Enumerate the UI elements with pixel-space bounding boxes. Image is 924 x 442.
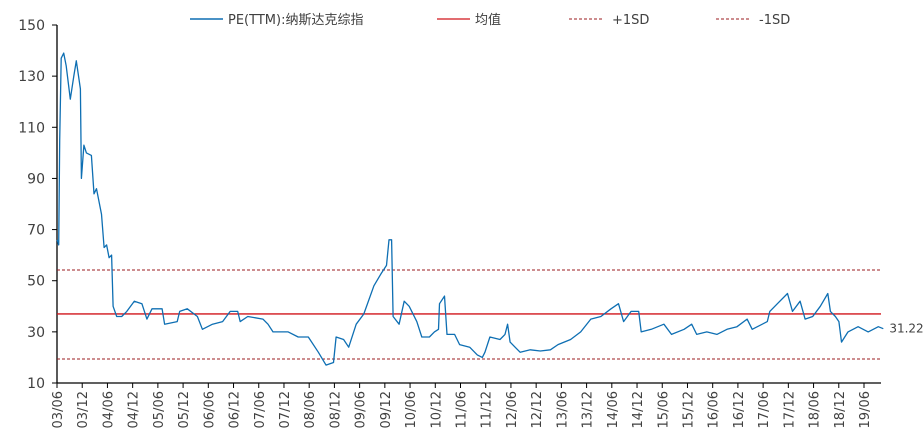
x-tick-label: 07/12 <box>278 391 293 428</box>
y-tick-label: 70 <box>27 223 45 239</box>
last-value-label: 31.22 <box>889 322 923 336</box>
y-tick-label: 10 <box>27 376 45 392</box>
x-axis: 03/06 03/12 04/06 04/12 05/06 05/12 06/06 06/12… <box>51 382 881 428</box>
x-tick-label: 18/06 <box>808 391 823 428</box>
x-tick-label: 03/12 <box>76 391 91 428</box>
x-tick-label: 14/12 <box>631 391 646 428</box>
x-tick-label: 18/12 <box>833 391 848 428</box>
x-tick-label: 15/12 <box>681 391 696 428</box>
y-tick-label: 30 <box>27 325 45 341</box>
x-tick-label: 12/12 <box>530 391 545 428</box>
x-tick-label: 17/12 <box>782 391 797 428</box>
x-tick-label: 17/06 <box>757 391 772 428</box>
pe-series-line <box>56 52 884 366</box>
y-tick-label: 110 <box>18 120 45 136</box>
x-tick-label: 13/06 <box>555 391 570 428</box>
y-tick-label: 50 <box>27 274 45 290</box>
y-axis: 10 30 50 70 90 110 130 150 <box>18 18 58 392</box>
x-tick-label: 13/12 <box>581 391 596 428</box>
x-tick-label: 04/12 <box>127 391 142 428</box>
legend: PE(TTM):纳斯达克综指 均值 +1SD -1SD <box>190 12 790 28</box>
legend-pe-label: PE(TTM):纳斯达克综指 <box>228 13 363 28</box>
y-tick-label: 130 <box>18 69 45 85</box>
x-tick-label: 11/06 <box>455 391 470 428</box>
x-tick-label: 19/06 <box>858 391 873 428</box>
x-tick-label: 16/12 <box>732 391 747 428</box>
x-tick-label: 16/06 <box>707 391 722 428</box>
legend-plus1sd-label: +1SD <box>612 13 649 28</box>
reference-lines <box>57 269 881 360</box>
legend-minus1sd-label: -1SD <box>759 13 790 28</box>
x-tick-label: 06/12 <box>228 391 243 428</box>
x-tick-label: 06/06 <box>202 391 217 428</box>
x-tick-label: 05/12 <box>177 391 192 428</box>
x-tick-label: 15/06 <box>656 391 671 428</box>
x-tick-label: 08/12 <box>328 391 343 428</box>
x-tick-label: 09/06 <box>354 391 369 428</box>
y-tick-label: 90 <box>27 171 45 187</box>
x-tick-label: 09/12 <box>379 391 394 428</box>
x-tick-label: 14/06 <box>606 391 621 428</box>
x-tick-label: 10/06 <box>404 391 419 428</box>
x-tick-label: 08/06 <box>303 391 318 428</box>
legend-mean-label: 均值 <box>475 12 501 28</box>
x-tick-label: 07/06 <box>253 391 268 428</box>
x-tick-label: 04/06 <box>101 391 116 428</box>
x-tick-label: 11/12 <box>480 391 495 428</box>
x-tick-label: 03/06 <box>51 391 66 428</box>
x-tick-label: 12/06 <box>505 391 520 428</box>
x-tick-label: 10/12 <box>429 391 444 428</box>
x-tick-label: 05/06 <box>152 391 167 428</box>
y-tick-label: 150 <box>18 18 45 34</box>
series <box>56 52 884 366</box>
